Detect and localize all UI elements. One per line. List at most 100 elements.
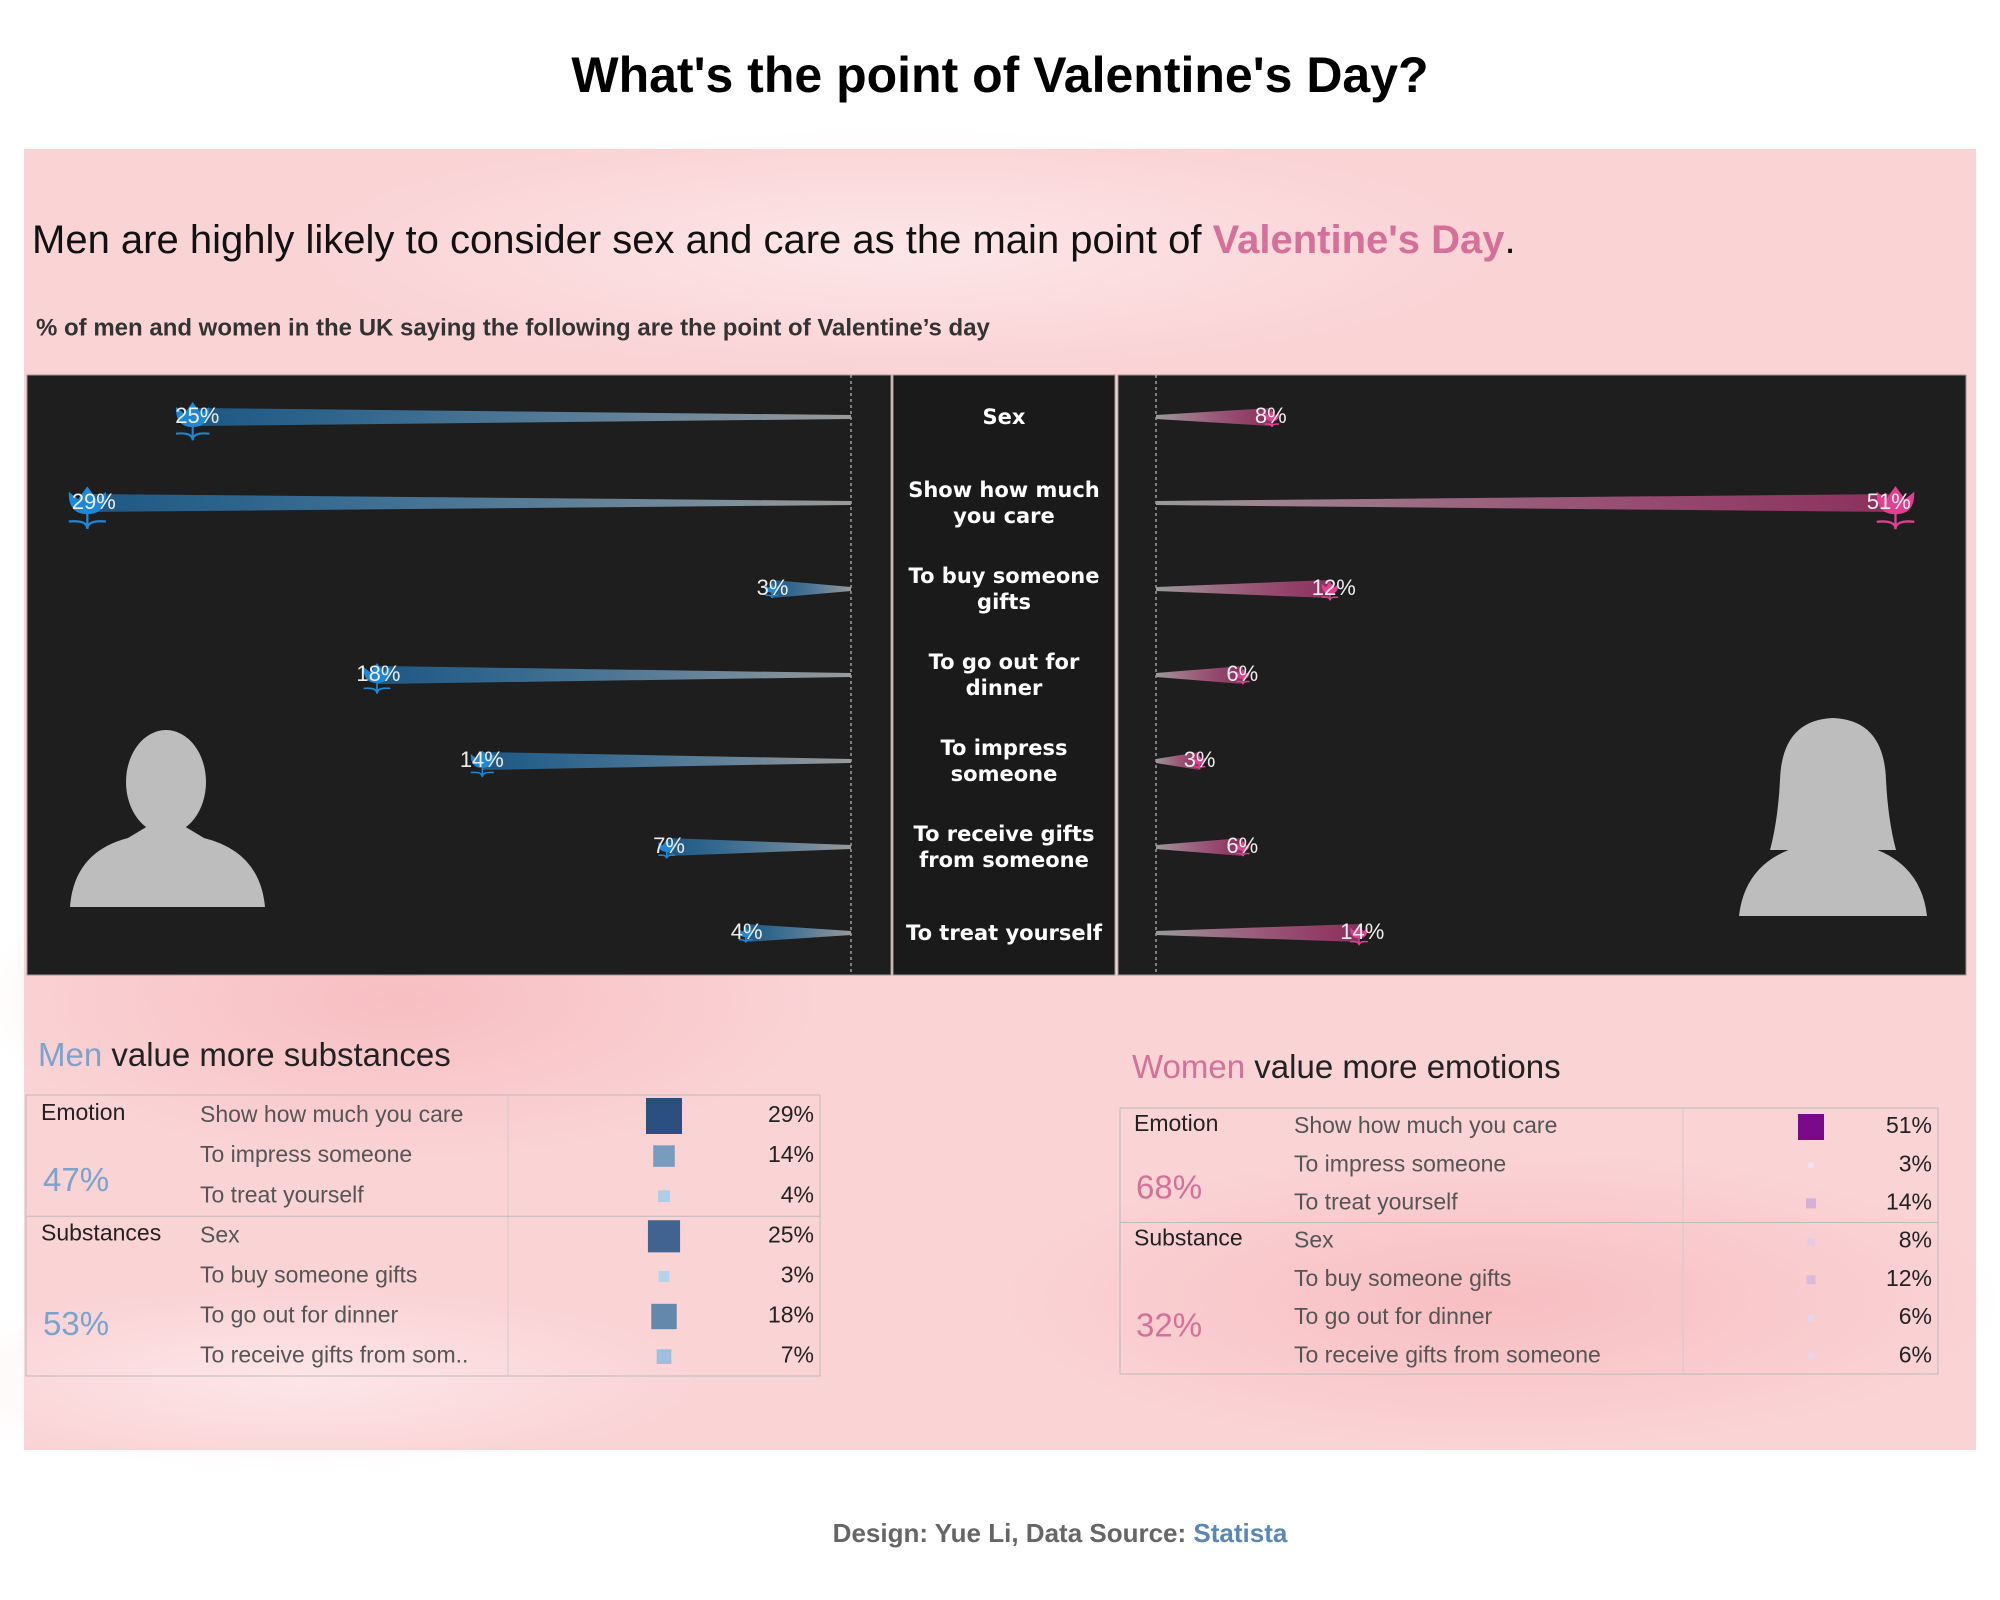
flower-stem: [658, 851, 676, 859]
bar: [1156, 486, 1915, 530]
man-head: [126, 730, 206, 834]
group-share: 68%: [1136, 1169, 1202, 1206]
value-square: [1798, 1114, 1824, 1140]
bar: [68, 486, 852, 530]
value-square: [1807, 1352, 1815, 1360]
bar-wedge: [1156, 494, 1896, 512]
value-label: 25%: [175, 403, 219, 428]
value-label: 12%: [1312, 575, 1356, 600]
value-label: 4%: [731, 919, 763, 944]
group-name: Emotion: [1134, 1110, 1218, 1136]
texture: [1000, 1150, 2000, 1450]
headline: Men are highly likely to consider sex an…: [32, 218, 1516, 262]
row-value: 25%: [768, 1221, 814, 1247]
flower-head: [175, 402, 210, 427]
value-label: 14%: [460, 747, 504, 772]
table-border: [25, 1094, 821, 1377]
woman-body: [1739, 846, 1927, 916]
flower-stem: [470, 766, 494, 778]
footer-link[interactable]: Statista: [1193, 1518, 1287, 1548]
bar: [1156, 666, 1250, 685]
value-square: [647, 1220, 681, 1253]
value-label: 18%: [356, 661, 400, 686]
flower-stem: [765, 592, 779, 599]
bar-wedge: [482, 752, 851, 770]
bar: [1156, 838, 1250, 857]
bar-wedge: [1156, 408, 1272, 426]
bar-wedge: [1156, 666, 1243, 684]
heading-highlight: Men: [38, 1036, 102, 1073]
flower-stem: [68, 512, 106, 530]
flower-head: [1264, 410, 1280, 422]
flower-head: [1193, 755, 1206, 765]
flower-head: [1321, 581, 1339, 594]
heading-highlight: Women: [1132, 1048, 1245, 1085]
category-label: Sex: [982, 404, 1026, 429]
bar: [738, 924, 851, 943]
category-label: To impress someone: [940, 735, 1068, 786]
woman-silhouette: [1739, 718, 1927, 916]
row-label: To receive gifts from som..: [200, 1342, 468, 1368]
row-label: Show how much you care: [200, 1101, 463, 1127]
row-label: To buy someone gifts: [1294, 1265, 1511, 1291]
category-label: Show how much you care: [908, 477, 1100, 528]
row-label: To impress someone: [1294, 1150, 1506, 1176]
table-border: [1119, 1107, 1939, 1375]
group-name: Substance: [1134, 1225, 1243, 1251]
subtitle: % of men and women in the UK saying the …: [36, 314, 991, 341]
group-share: 53%: [43, 1305, 109, 1342]
bar-wedge: [87, 494, 852, 512]
bar: [1156, 580, 1339, 601]
woman-hair: [1770, 718, 1896, 850]
row-label: To treat yourself: [1294, 1188, 1458, 1214]
bar: [1156, 752, 1206, 770]
flower-stem: [1236, 850, 1250, 857]
bar: [175, 402, 851, 441]
flower-head: [363, 662, 391, 684]
value-square: [1807, 1314, 1815, 1322]
value-square: [1806, 1275, 1816, 1285]
value-square: [651, 1303, 677, 1330]
flower-stem: [1876, 512, 1915, 530]
row-label: To go out for dinner: [200, 1302, 399, 1328]
value-square: [658, 1190, 670, 1203]
bar: [363, 662, 851, 694]
value-square: [646, 1098, 682, 1134]
texture: [0, 1290, 700, 1470]
row-value: 6%: [1899, 1341, 1932, 1367]
heading-rest: value more emotions: [1245, 1048, 1560, 1085]
row-label: Sex: [200, 1221, 240, 1247]
bar-wedge: [772, 580, 851, 598]
row-value: 8%: [1899, 1227, 1932, 1253]
row-value: 18%: [768, 1302, 814, 1328]
flower-stem: [1350, 937, 1368, 946]
category-label: To buy someone gifts: [908, 563, 1100, 614]
flower-stem: [1236, 678, 1250, 685]
value-square: [1807, 1237, 1815, 1246]
man-silhouette: [70, 730, 265, 907]
value-label: 7%: [653, 833, 685, 858]
bar: [470, 750, 851, 778]
headline-text: Men are highly likely to consider sex an…: [32, 218, 1213, 262]
bar-wedge: [745, 924, 851, 942]
row-label: To impress someone: [200, 1141, 412, 1167]
bar-wedge: [1156, 580, 1330, 598]
footer: Design: Yue Li, Data Source: Statista: [833, 1518, 1288, 1548]
flower-stem: [363, 681, 391, 694]
value-label: 3%: [1184, 747, 1216, 772]
row-label: To go out for dinner: [1294, 1303, 1493, 1329]
value-label: 8%: [1255, 403, 1287, 428]
man-body: [70, 826, 265, 907]
row-value: 4%: [781, 1181, 814, 1207]
category-label: To receive gifts from someone: [913, 821, 1095, 872]
row-label: To treat yourself: [200, 1181, 364, 1207]
flower-stem: [175, 425, 210, 441]
value-label: 6%: [1226, 661, 1258, 686]
group-share: 32%: [1136, 1306, 1202, 1343]
value-square: [1808, 1162, 1814, 1168]
row-value: 29%: [768, 1101, 814, 1127]
row-label: To receive gifts from someone: [1294, 1341, 1601, 1367]
flower-head: [68, 486, 106, 515]
value-square: [658, 1270, 670, 1282]
